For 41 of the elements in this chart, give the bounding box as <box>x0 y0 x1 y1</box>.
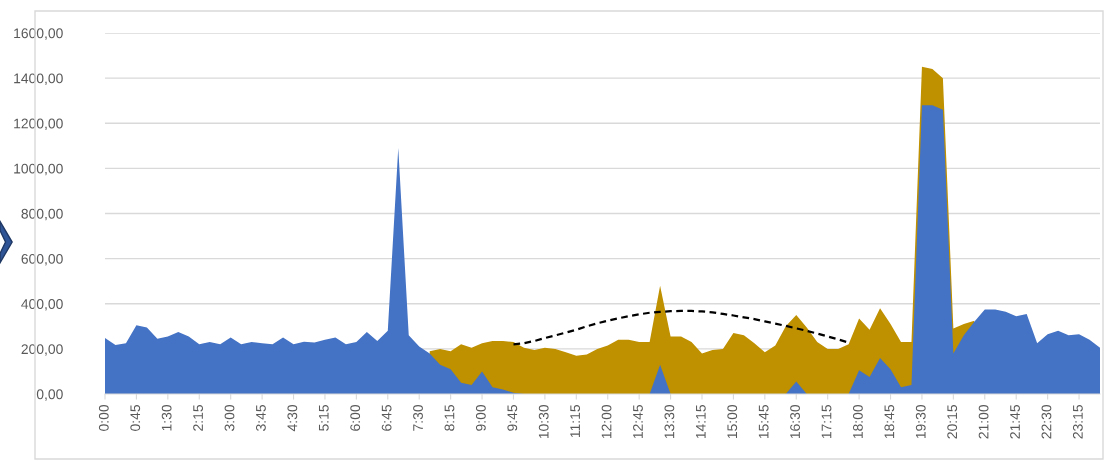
x-tick-label: 8:15 <box>444 405 455 431</box>
x-tick-label: 6:00 <box>350 404 361 431</box>
x-tick-label: 21:00 <box>978 404 989 439</box>
x-tick-label: 14:15 <box>696 405 706 439</box>
x-tick-label: 3:45 <box>256 405 266 431</box>
x-tick-label: 4:30 <box>287 404 298 432</box>
x-tick-label: 18:45 <box>884 405 895 439</box>
x-tick-label: 23:15 <box>1072 405 1083 439</box>
x-tick-label: 18:00 <box>853 404 863 439</box>
x-tick-label: 0:00 <box>98 404 109 431</box>
x-tick-label: 20:15 <box>947 405 958 439</box>
x-tick-label: 0:45 <box>130 405 141 431</box>
x-tick-label: 9:45 <box>507 405 518 431</box>
y-tick-label: 0,00 <box>36 389 63 401</box>
x-tick-label: 22:30 <box>1041 404 1052 439</box>
y-tick-label: 600,00 <box>21 253 63 266</box>
x-tick-label: 13:30 <box>664 404 675 439</box>
x-tick-label: 16:30 <box>790 404 800 439</box>
x-tick-label: 17:15 <box>821 405 832 439</box>
x-tick-label: 21:45 <box>1010 405 1020 439</box>
y-tick-label: 1400,00 <box>14 73 63 85</box>
x-tick-label: 9:00 <box>475 404 486 431</box>
x-tick-label: 15:45 <box>758 405 769 439</box>
y-tick-label: 800,00 <box>21 208 63 221</box>
y-tick-label: 200,00 <box>21 344 63 356</box>
y-tick-label: 1200,00 <box>14 118 63 131</box>
x-tick-label: 10:30 <box>538 404 549 439</box>
x-tick-label: 12:45 <box>633 405 643 439</box>
x-tick-label: 2:15 <box>193 405 203 431</box>
x-tick-label: 5:15 <box>318 405 329 431</box>
x-tick-label: 1:30 <box>161 404 172 431</box>
x-tick-label: 11:15 <box>570 405 581 438</box>
x-tick-label: 6:45 <box>381 405 392 431</box>
x-tick-label: 3:00 <box>224 404 235 431</box>
x-tick-label: 7:30 <box>413 404 423 431</box>
y-tick-label: 1000,00 <box>14 163 63 176</box>
x-tick-label: 15:00 <box>727 404 738 439</box>
x-tick-label: 19:30 <box>915 404 926 439</box>
x-tick-label: 12:00 <box>601 404 612 439</box>
y-tick-label: 1600,00 <box>14 28 63 40</box>
y-tick-label: 400,00 <box>21 299 63 311</box>
